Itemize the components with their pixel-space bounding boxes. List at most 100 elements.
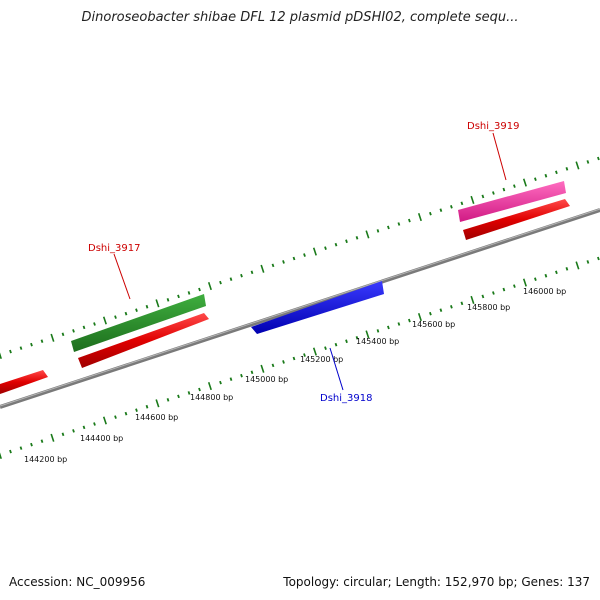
tick-mark: [460, 201, 464, 206]
cds-arrow-dshi-3917: [78, 313, 209, 368]
axis-tick-label: 145000 bp: [245, 375, 288, 384]
tick-mark: [303, 253, 306, 257]
tick-mark: [207, 382, 212, 391]
tick-mark: [135, 308, 138, 312]
tick-mark: [40, 339, 44, 343]
tick-mark: [522, 278, 527, 287]
tick-mark: [145, 304, 149, 309]
tick-mark: [250, 370, 254, 375]
tick-mark: [470, 195, 475, 204]
accession-text: Accession: NC_009956: [9, 575, 146, 589]
tick-mark: [365, 330, 370, 339]
tick-mark: [19, 346, 23, 350]
gene-label-dshi-3917: Dshi_3917: [88, 243, 140, 254]
tick-mark: [229, 377, 233, 381]
tick-mark: [408, 218, 411, 223]
axis-tick-label: 144800 bp: [190, 393, 233, 402]
tick-mark: [555, 270, 558, 275]
map-title: Dinoroseobacter shibae DFL 12 plasmid pD…: [81, 10, 519, 25]
tick-mark: [155, 399, 160, 408]
tick-mark: [365, 230, 370, 239]
tick-mark: [219, 280, 222, 285]
tick-mark: [114, 315, 117, 319]
tick-mark: [0, 352, 2, 360]
axis-tick-label: 145200 bp: [300, 355, 343, 364]
backbone-highlight: [0, 208, 600, 407]
tick-mark: [345, 239, 348, 244]
tick-mark: [450, 305, 453, 309]
tick-mark: [387, 225, 390, 230]
tick-mark: [124, 411, 128, 416]
axis-tick-label: 146000 bp: [523, 287, 566, 296]
tick-mark: [82, 325, 86, 330]
tick-mark: [429, 311, 432, 316]
tick-mark: [198, 287, 201, 292]
tick-mark: [565, 267, 569, 271]
tick-mark: [124, 311, 128, 316]
tick-mark: [30, 442, 33, 447]
tick-mark: [417, 213, 422, 222]
tick-mark: [355, 336, 359, 340]
leader-dshi-3917: [113, 253, 131, 300]
tick-mark: [114, 415, 117, 419]
cds-arrow-dshi-3919: [463, 199, 570, 240]
tick-mark: [40, 439, 44, 443]
tick-mark: [492, 191, 495, 195]
tick-mark: [93, 322, 96, 326]
lower-tick-row: [0, 256, 600, 460]
tick-mark: [597, 156, 600, 161]
tick-mark: [492, 291, 495, 295]
topology-summary: Topology: circular; Length: 152,970 bp; …: [283, 575, 590, 589]
tick-mark: [135, 408, 138, 412]
tick-mark: [586, 160, 590, 164]
tick-mark: [72, 329, 75, 333]
gene-arrow-dshi-3919: [458, 181, 566, 222]
tick-mark: [324, 346, 327, 350]
tick-mark: [61, 332, 65, 337]
tick-mark: [187, 391, 191, 395]
tick-mark: [177, 394, 180, 399]
tick-mark: [586, 260, 590, 264]
cds-arrow-left-edge: [0, 370, 48, 394]
tick-mark: [513, 284, 516, 288]
tick-mark: [544, 173, 548, 178]
tick-mark: [565, 167, 569, 171]
tick-mark: [324, 246, 327, 250]
leader-dshi-3919: [492, 132, 507, 181]
tick-mark: [166, 398, 170, 402]
tick-mark: [597, 256, 600, 261]
tick-mark: [219, 380, 222, 385]
axis-tick-label: 144600 bp: [135, 413, 178, 422]
tick-mark: [387, 325, 390, 330]
tick-mark: [240, 273, 243, 278]
tick-mark: [250, 270, 254, 275]
tick-mark: [534, 177, 537, 181]
tick-mark: [282, 360, 285, 364]
tick-mark: [397, 322, 401, 326]
tick-mark: [334, 342, 338, 347]
tick-mark: [481, 294, 485, 299]
gene-arrow-dshi-3917: [71, 294, 206, 352]
tick-mark: [207, 282, 212, 291]
tick-mark: [439, 208, 443, 212]
tick-mark: [481, 194, 485, 199]
tick-mark: [303, 353, 306, 357]
tick-mark: [260, 364, 265, 373]
tick-mark: [61, 432, 65, 437]
tick-mark: [102, 316, 107, 325]
gene-label-dshi-3918: Dshi_3918: [320, 393, 372, 404]
tick-mark: [282, 260, 285, 264]
tick-mark: [417, 313, 422, 322]
leader-dshi-3918: [329, 347, 344, 391]
tick-mark: [513, 184, 516, 188]
tick-mark: [555, 170, 558, 175]
tick-mark: [292, 356, 296, 361]
tick-mark: [397, 222, 401, 226]
tick-mark: [30, 342, 33, 347]
tick-mark: [312, 347, 317, 356]
tick-mark: [187, 291, 191, 295]
backbone-line: [0, 208, 600, 409]
tick-mark: [575, 161, 580, 170]
